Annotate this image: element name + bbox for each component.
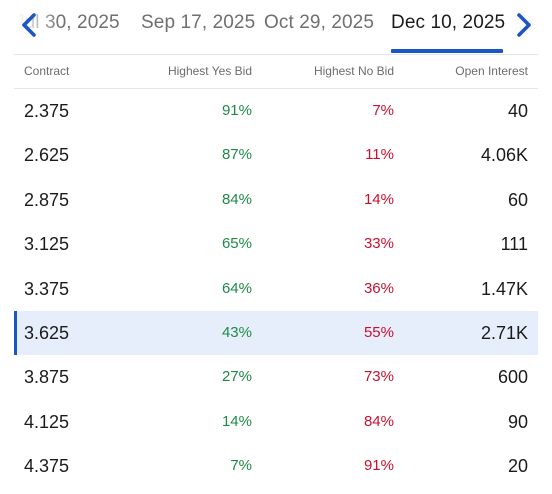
tab-sep-17-2025[interactable]: Sep 17, 2025 bbox=[141, 12, 256, 33]
yes-bid[interactable]: 14% bbox=[221, 412, 252, 430]
table-row[interactable]: 3.875 27% 73% 600 bbox=[14, 355, 538, 399]
contract-strike: 3.625 bbox=[24, 322, 70, 343]
open-interest: 20 bbox=[507, 456, 528, 477]
yes-bid[interactable]: 27% bbox=[221, 368, 252, 386]
open-interest: 2.71K bbox=[480, 322, 528, 343]
contract-strike: 4.125 bbox=[24, 411, 70, 432]
yes-bid[interactable]: 87% bbox=[221, 146, 252, 164]
contract-strike: 3.125 bbox=[24, 234, 70, 255]
date-tabs-viewport: Jul 30, 2025 Sep 17, 2025 Oct 29, 2025 D… bbox=[0, 0, 552, 55]
open-interest: 1.47K bbox=[480, 278, 528, 299]
contract-strike: 2.625 bbox=[24, 145, 70, 166]
date-tab-bar: Jul 30, 2025 Sep 17, 2025 Oct 29, 2025 D… bbox=[0, 0, 552, 55]
tab-fade-left bbox=[0, 0, 60, 52]
open-interest: 4.06K bbox=[480, 145, 528, 166]
no-bid[interactable]: 7% bbox=[372, 102, 394, 119]
contract-strike: 3.875 bbox=[24, 367, 70, 388]
header-highest-yes-bid[interactable]: Highest Yes Bid bbox=[167, 64, 252, 78]
table-row[interactable]: 2.375 91% 7% 40 bbox=[14, 89, 538, 133]
contract-strike: 4.375 bbox=[24, 456, 70, 477]
previous-dates-button[interactable] bbox=[19, 12, 39, 38]
yes-bid[interactable]: 84% bbox=[221, 190, 252, 208]
open-interest: 60 bbox=[507, 189, 528, 210]
tab-divider bbox=[14, 54, 538, 55]
yes-bid[interactable]: 43% bbox=[221, 323, 252, 341]
table-row[interactable]: 3.375 64% 36% 1.47K bbox=[14, 267, 538, 311]
no-bid[interactable]: 91% bbox=[363, 457, 394, 475]
tab-dec-10-2025[interactable]: Dec 10, 2025 bbox=[391, 12, 506, 33]
no-bid[interactable]: 11% bbox=[365, 146, 394, 164]
contract-strike: 2.875 bbox=[24, 189, 70, 210]
yes-bid[interactable]: 64% bbox=[221, 279, 252, 297]
open-interest: 111 bbox=[500, 234, 528, 255]
table-row[interactable]: 3.125 65% 33% 111 bbox=[14, 222, 538, 266]
header-contract[interactable]: Contract bbox=[24, 64, 70, 78]
contract-strike: 2.375 bbox=[24, 101, 70, 121]
next-dates-button[interactable] bbox=[514, 12, 534, 38]
chevron-left-icon bbox=[22, 13, 36, 37]
table-row-selected[interactable]: 3.625 43% 55% 2.71K bbox=[14, 310, 538, 356]
table-row[interactable]: 2.875 84% 14% 60 bbox=[14, 178, 538, 222]
yes-bid[interactable]: 91% bbox=[221, 102, 252, 119]
contract-strike: 3.375 bbox=[24, 278, 70, 299]
yes-bid[interactable]: 65% bbox=[221, 235, 252, 253]
no-bid[interactable]: 14% bbox=[363, 190, 394, 208]
tab-fade-right bbox=[512, 0, 552, 52]
active-tab-indicator bbox=[391, 49, 503, 53]
open-interest: 600 bbox=[497, 367, 528, 388]
open-interest: 40 bbox=[507, 101, 528, 121]
open-interest: 90 bbox=[507, 411, 528, 432]
tab-oct-29-2025[interactable]: Oct 29, 2025 bbox=[264, 12, 374, 33]
no-bid[interactable]: 55% bbox=[363, 323, 394, 341]
table-header: Contract Highest Yes Bid Highest No Bid … bbox=[14, 55, 538, 89]
header-open-interest[interactable]: Open Interest bbox=[455, 64, 528, 78]
header-highest-no-bid[interactable]: Highest No Bid bbox=[313, 64, 394, 78]
no-bid[interactable]: 36% bbox=[363, 279, 394, 297]
table-row[interactable]: 4.375 7% 91% 20 bbox=[14, 444, 538, 488]
table-row[interactable]: 4.125 14% 84% 90 bbox=[14, 400, 538, 444]
no-bid[interactable]: 73% bbox=[363, 368, 394, 386]
chevron-right-icon bbox=[517, 13, 531, 37]
table-row[interactable]: 2.625 87% 11% 4.06K bbox=[14, 133, 538, 177]
yes-bid[interactable]: 7% bbox=[230, 457, 252, 475]
no-bid[interactable]: 84% bbox=[363, 412, 394, 430]
contracts-table: Contract Highest Yes Bid Highest No Bid … bbox=[14, 55, 538, 489]
no-bid[interactable]: 33% bbox=[363, 235, 394, 253]
